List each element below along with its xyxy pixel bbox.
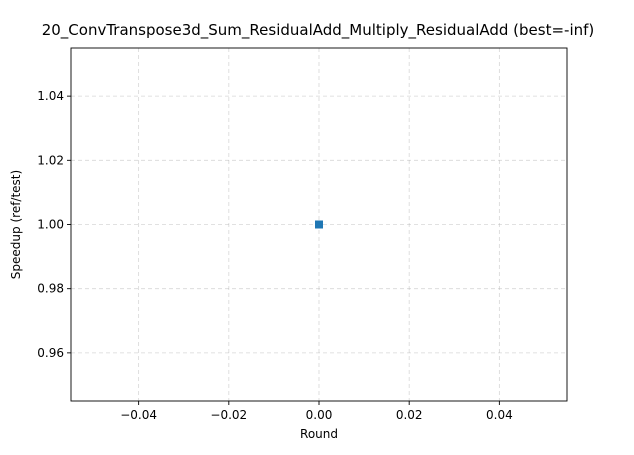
y-tick-label: 0.98 xyxy=(37,282,64,296)
x-tick-label: 0.00 xyxy=(306,408,333,422)
x-tick-label: 0.02 xyxy=(396,408,423,422)
y-axis-label: Speedup (ref/test) xyxy=(9,170,23,279)
x-tick-label: −0.04 xyxy=(120,408,157,422)
y-tick-label: 1.02 xyxy=(37,153,64,167)
y-tick-label: 1.00 xyxy=(37,218,64,232)
y-tick-label: 1.04 xyxy=(37,89,64,103)
x-axis-label: Round xyxy=(300,427,338,441)
chart-title: 20_ConvTranspose3d_Sum_ResidualAdd_Multi… xyxy=(42,21,595,40)
y-tick-label: 0.96 xyxy=(37,346,64,360)
x-tick-label: −0.02 xyxy=(210,408,247,422)
data-point-marker xyxy=(315,220,323,229)
data-points xyxy=(315,220,323,229)
axis-ticks: −0.04 −0.02 0.00 0.02 0.04 0.96 0.98 1.00 1.02 1.… xyxy=(37,89,512,422)
x-tick-label: 0.04 xyxy=(486,408,513,422)
